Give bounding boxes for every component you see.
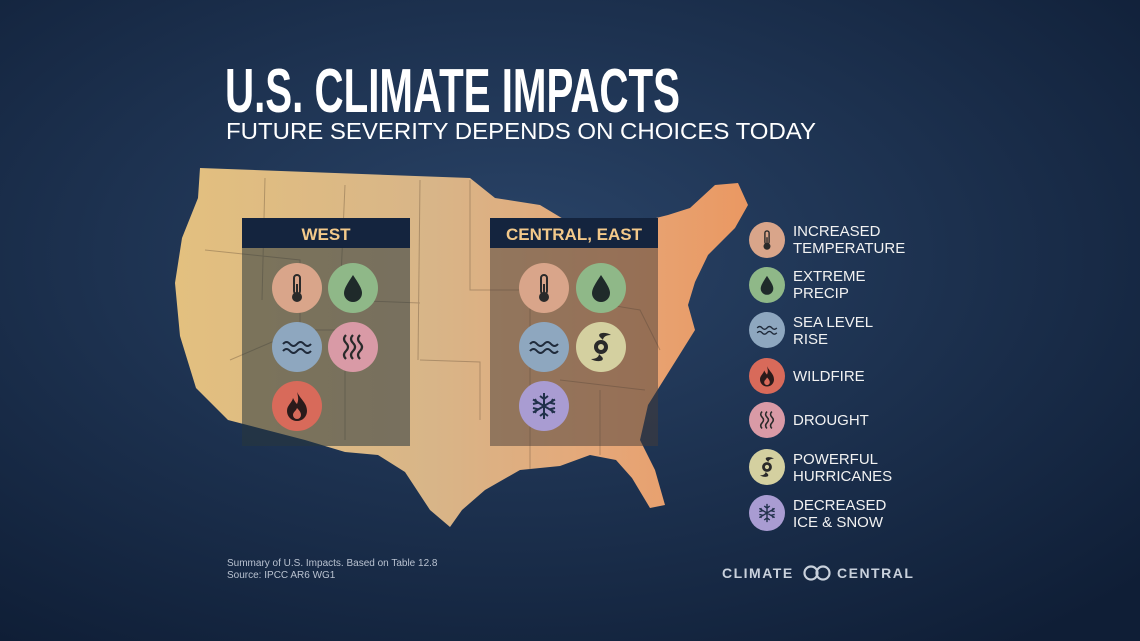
legend-label: POWERFUL <box>793 451 878 468</box>
legend: INCREASED TEMPERATURE EXTREME PRECIP SEA… <box>749 222 905 531</box>
legend-label: TEMPERATURE <box>793 240 905 257</box>
title: U.S. CLIMATE IMPACTS <box>225 57 680 126</box>
legend-label: WILDFIRE <box>793 368 865 385</box>
source-note: Summary of U.S. Impacts. Based on Table … <box>227 558 438 569</box>
legend-label: DROUGHT <box>793 412 869 429</box>
legend-label: EXTREME <box>793 268 866 285</box>
logo-text: CLIMATE <box>722 565 794 581</box>
legend-label: PRECIP <box>793 285 849 302</box>
legend-label: HURRICANES <box>793 468 892 485</box>
region-central-east: CENTRAL, EAST <box>490 218 658 446</box>
logo: CLIMATE CENTRAL <box>722 565 914 581</box>
legend-label: RISE <box>793 331 828 348</box>
region-label: WEST <box>301 225 351 244</box>
subtitle: FUTURE SEVERITY DEPENDS ON CHOICES TODAY <box>226 118 816 144</box>
source-note: Source: IPCC AR6 WG1 <box>227 570 336 581</box>
legend-label: SEA LEVEL <box>793 314 873 331</box>
region-label: CENTRAL, EAST <box>506 225 643 244</box>
legend-label: ICE & SNOW <box>793 514 884 531</box>
legend-label: INCREASED <box>793 223 881 240</box>
region-west: WEST <box>242 218 410 446</box>
logo-text: CENTRAL <box>837 565 914 581</box>
legend-label: DECREASED <box>793 497 887 514</box>
